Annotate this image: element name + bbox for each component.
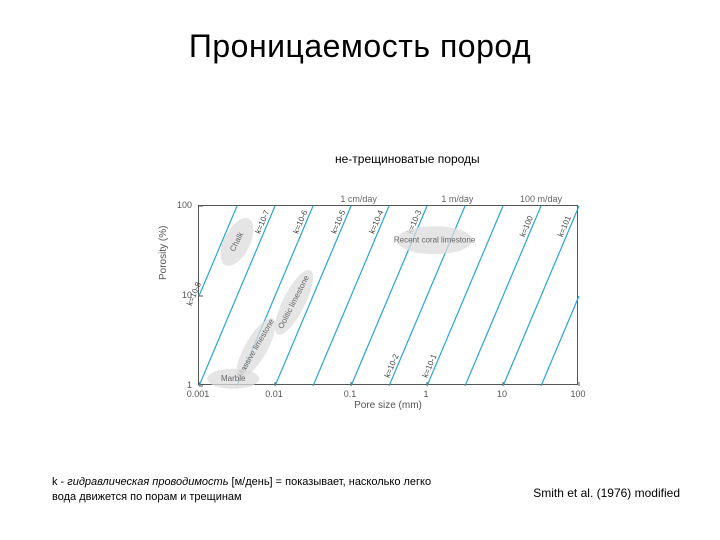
svg-text:100 m/day: 100 m/day <box>520 194 563 204</box>
x-tick: 0.1 <box>344 389 357 399</box>
citation: Smith et al. (1976) modified <box>533 486 680 500</box>
footnote-pre: k - <box>52 476 67 488</box>
svg-text:Marble: Marble <box>221 374 246 383</box>
chart-subtitle: не-трещиноватые породы <box>335 152 480 168</box>
y-tick: 1 <box>168 380 192 390</box>
svg-text:Recent coral limestone: Recent coral limestone <box>394 235 476 244</box>
y-axis-label: Porosity (%) <box>158 226 169 280</box>
footnote-left: k - гидравлическая проводимость [м/день]… <box>52 475 432 505</box>
x-axis-label: Pore size (mm) <box>198 400 578 411</box>
y-tick: 10 <box>168 290 192 300</box>
x-tick: 100 <box>570 389 585 399</box>
chart-frame: k=10-8k=10-7k=10-6k=10-5k=10-4k=10-3k=10… <box>198 205 578 385</box>
svg-text:1 m/day: 1 m/day <box>441 194 474 204</box>
chart-svg: k=10-8k=10-7k=10-6k=10-5k=10-4k=10-3k=10… <box>199 206 579 386</box>
x-tick: 10 <box>497 389 507 399</box>
footnote-ital: гидравлическая проводимость <box>67 476 228 488</box>
page-title: Проницаемость пород <box>0 28 720 65</box>
x-tick: 0.001 <box>187 389 210 399</box>
y-tick: 100 <box>168 200 192 210</box>
svg-text:1 cm/day: 1 cm/day <box>340 194 377 204</box>
x-tick: 1 <box>423 389 428 399</box>
x-tick: 0.01 <box>265 389 283 399</box>
